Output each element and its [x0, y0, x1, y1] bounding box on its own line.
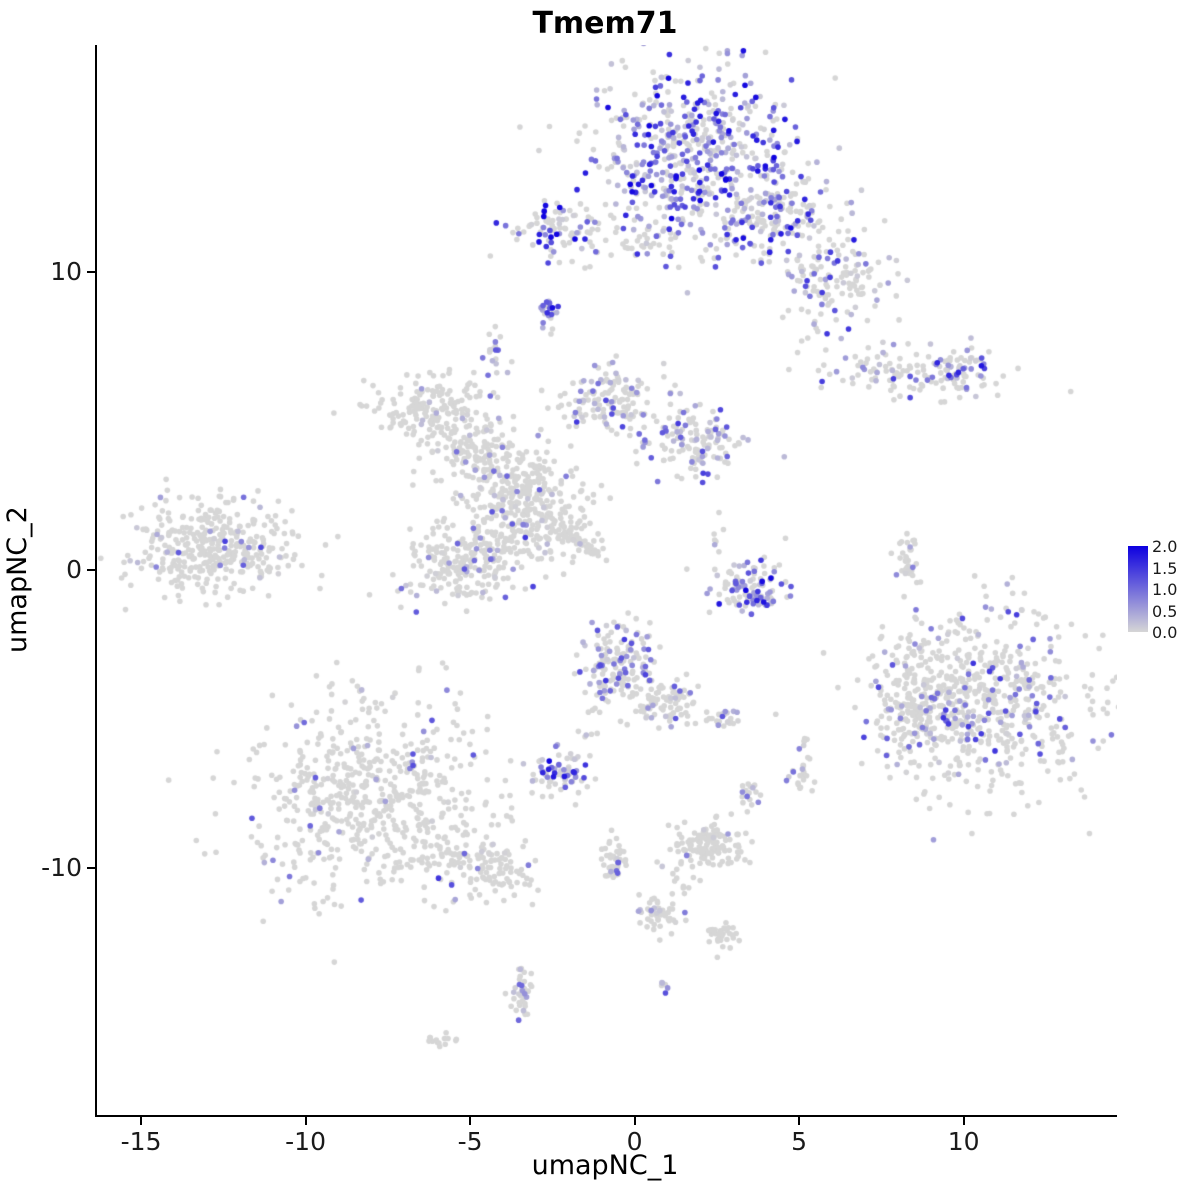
x-tick-mark — [304, 1117, 307, 1125]
x-tick-mark — [469, 1117, 472, 1125]
y-tick-label: 0 — [66, 554, 82, 584]
x-tick-label: -5 — [457, 1127, 483, 1156]
legend-tick-label: 1.5 — [1152, 558, 1178, 578]
x-tick-mark — [962, 1117, 965, 1125]
x-axis-label: umapNC_1 — [531, 1150, 679, 1181]
x-tick-label: 5 — [791, 1127, 808, 1156]
chart-title: Tmem71 — [532, 6, 678, 41]
y-tick-label: 10 — [50, 256, 82, 286]
legend-tick-label: 1.0 — [1152, 580, 1178, 599]
legend-tick-label: 0.0 — [1152, 623, 1178, 642]
x-tick-label: 0 — [626, 1127, 643, 1156]
y-tick-mark — [87, 270, 95, 273]
x-tick-mark — [798, 1117, 801, 1125]
x-tick-label: 10 — [947, 1127, 980, 1156]
plot-area — [95, 45, 1117, 1117]
x-tick-label: -10 — [285, 1127, 326, 1156]
x-tick-label: -15 — [120, 1127, 162, 1156]
legend-tick-label: 2.0 — [1152, 537, 1178, 556]
y-tick-mark — [87, 866, 95, 869]
legend-tick-label: 0.5 — [1152, 601, 1178, 621]
y-tick-label: -10 — [41, 852, 82, 882]
expression-colorbar — [1128, 546, 1148, 632]
x-tick-mark — [140, 1117, 143, 1125]
scatter-points-canvas — [97, 45, 1117, 1115]
x-tick-mark — [633, 1117, 636, 1125]
y-tick-mark — [87, 568, 95, 571]
